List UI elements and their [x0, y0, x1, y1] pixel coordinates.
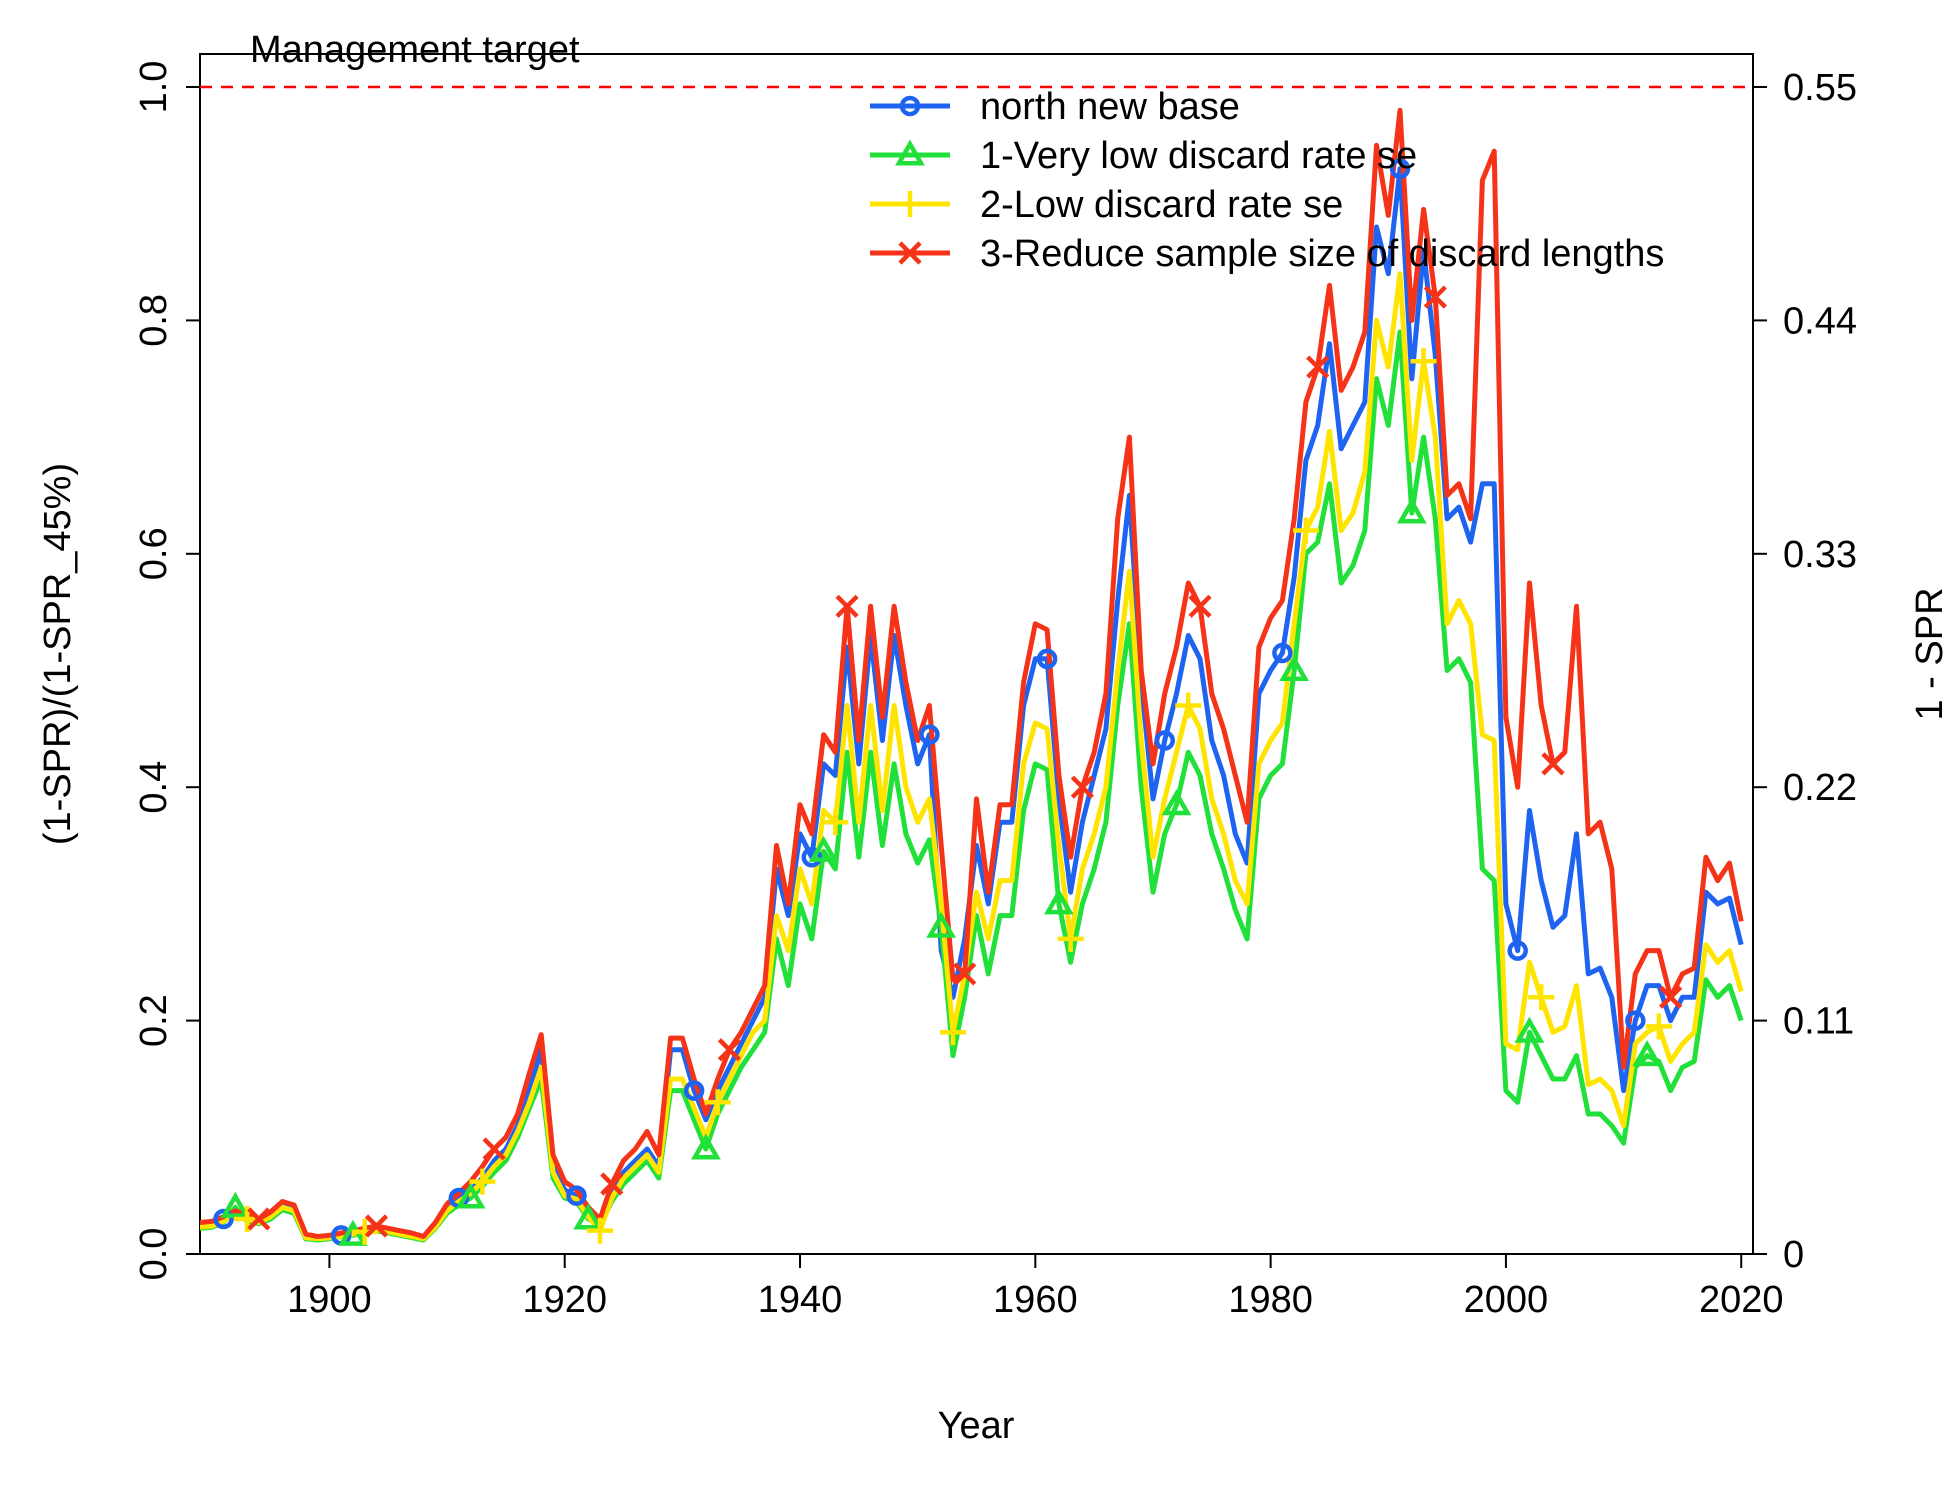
series-1-marker — [683, 1080, 705, 1101]
x-axis: 1900 1920 1940 1960 1980 2000 2020 — [287, 1254, 1784, 1321]
series-1-marker — [1036, 648, 1058, 670]
y-tick-label: 1.0 — [133, 61, 175, 114]
series-3-marker — [1645, 1013, 1672, 1040]
y-axis-left: 0.0 0.2 0.4 0.6 0.8 1.0 — [133, 61, 200, 1281]
x-tick-label: 1920 — [522, 1279, 607, 1321]
x-tick-label: 1980 — [1228, 1279, 1313, 1321]
series-line-1 — [200, 166, 1744, 1241]
y-right-tick-label: 0.22 — [1783, 767, 1857, 809]
series-4-marker — [1541, 752, 1565, 776]
y-right-tick-label: 0.55 — [1783, 67, 1857, 109]
series-3-marker — [1175, 692, 1202, 719]
y-right-tick-label: 0.11 — [1783, 1001, 1854, 1043]
series-line-4 — [200, 107, 1744, 1239]
series-2-marker — [691, 1133, 721, 1160]
plot-frame — [199, 53, 1754, 1255]
series-3-marker — [587, 1217, 614, 1244]
x-tick-label: 1900 — [287, 1279, 372, 1321]
legend-item-4: 3-Reduce sample size of discard lengths — [870, 233, 1664, 275]
series-1-marker — [1389, 158, 1411, 179]
series-4-marker — [717, 1038, 742, 1062]
series-2-marker — [926, 911, 957, 938]
x-axis-label: Year — [938, 1405, 1015, 1447]
series-1-marker — [1625, 1010, 1646, 1031]
legend-item-2: 1-Very low discard rate se — [870, 135, 1417, 177]
legend-marker — [899, 95, 921, 117]
series-4-marker — [482, 1137, 506, 1161]
x-tick-label: 2020 — [1699, 1279, 1784, 1321]
series-line-2 — [200, 329, 1744, 1243]
series-3-marker — [822, 809, 849, 836]
series-2-marker — [1279, 654, 1310, 681]
series-3-marker — [1410, 348, 1437, 375]
series-group — [200, 107, 1744, 1243]
series-line-3 — [200, 271, 1744, 1242]
x-tick-label: 2000 — [1464, 1279, 1549, 1321]
series-4-marker — [953, 962, 977, 986]
series-1-marker — [919, 724, 940, 745]
y-axis-label-left: (1-SPR)/(1-SPR_45%) — [37, 463, 79, 845]
reference-line-label: Management target — [250, 29, 580, 71]
series-4-marker — [1423, 285, 1447, 309]
x-tick-label: 1940 — [758, 1279, 843, 1321]
series-1-marker — [1272, 642, 1293, 664]
y-right-tick-label: 0 — [1783, 1234, 1804, 1276]
legend-marker — [897, 191, 923, 217]
legend-item-3: 2-Low discard rate se — [870, 184, 1343, 226]
series-2-marker — [220, 1191, 251, 1218]
series-3-marker — [704, 1089, 731, 1116]
series-3-marker — [469, 1168, 496, 1195]
series-4-marker — [247, 1207, 271, 1231]
markers-group — [213, 158, 1683, 1246]
series-3-marker — [1057, 925, 1084, 952]
reference-line-group: Management target — [200, 29, 1753, 89]
series-3-marker — [1528, 984, 1555, 1011]
series-4-marker — [600, 1172, 624, 1196]
y-tick-label: 0.4 — [133, 761, 175, 814]
legend-label: 3-Reduce sample size of discard lengths — [980, 233, 1664, 275]
series-4-marker — [835, 594, 859, 618]
x-tick-label: 1960 — [993, 1279, 1078, 1321]
series-2-marker — [1514, 1016, 1545, 1043]
series-2-marker — [1161, 789, 1192, 816]
y-tick-label: 0.0 — [133, 1228, 175, 1281]
legend-item-1: north new base — [870, 86, 1240, 128]
y-tick-label: 0.6 — [133, 527, 175, 580]
series-3-marker — [939, 1019, 966, 1046]
legend: north new base 1-Very low discard rate se… — [870, 86, 1664, 275]
series-4-marker — [364, 1214, 389, 1238]
series-3-marker — [1292, 517, 1319, 544]
series-2-marker — [455, 1182, 486, 1209]
y-right-tick-label: 0.44 — [1783, 300, 1857, 342]
series-4-marker — [1070, 775, 1094, 799]
series-2-marker — [808, 835, 839, 862]
legend-marker — [895, 139, 925, 166]
series-1-marker — [801, 846, 823, 868]
series-4-marker — [1306, 355, 1330, 379]
y-axis-right: 0 0.11 0.22 0.33 0.44 0.55 — [1753, 67, 1857, 1276]
series-1-marker — [213, 1208, 234, 1230]
y-axis-label-right: 1 - SPR — [1909, 587, 1950, 720]
legend-label: 2-Low discard rate se — [980, 184, 1343, 226]
y-right-tick-label: 0.33 — [1783, 534, 1857, 576]
legend-marker — [898, 241, 922, 265]
series-1-marker — [566, 1185, 587, 1206]
y-tick-label: 0.8 — [133, 294, 175, 347]
series-4-marker — [1659, 985, 1683, 1009]
series-2-marker — [1396, 497, 1427, 524]
series-4-marker — [1188, 594, 1212, 618]
series-1-marker — [1154, 730, 1175, 751]
series-1-marker — [1507, 940, 1528, 961]
series-2-marker — [1632, 1040, 1662, 1067]
y-tick-label: 0.2 — [133, 994, 175, 1047]
series-2-marker — [1043, 888, 1074, 915]
series-2-marker — [573, 1203, 604, 1230]
legend-label: north new base — [980, 86, 1240, 128]
legend-label: 1-Very low discard rate se — [980, 135, 1417, 177]
